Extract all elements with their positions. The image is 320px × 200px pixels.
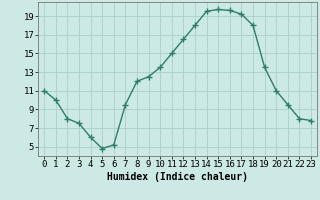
X-axis label: Humidex (Indice chaleur): Humidex (Indice chaleur): [107, 172, 248, 182]
